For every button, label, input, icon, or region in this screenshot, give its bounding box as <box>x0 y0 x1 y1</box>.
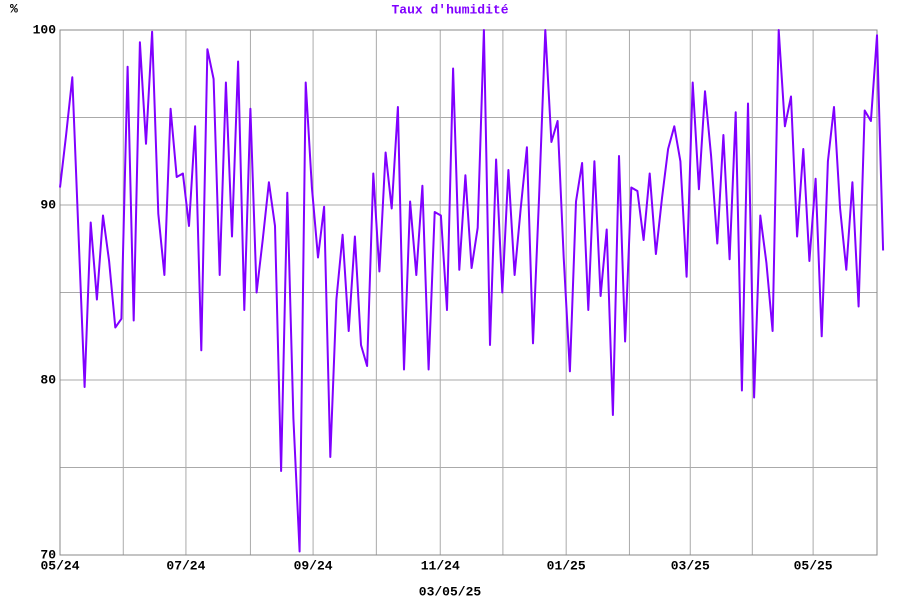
x-tick-label: 11/24 <box>421 558 460 573</box>
y-tick-label: 90 <box>40 197 56 212</box>
y-axis-label: % <box>10 1 18 16</box>
data-line <box>59 29 885 553</box>
y-tick-label: 70 <box>40 547 56 562</box>
x-axis-label: 03/05/25 <box>419 584 482 599</box>
x-tick-label: 07/24 <box>166 558 205 573</box>
x-tick-label: 09/24 <box>294 558 333 573</box>
x-tick-label: 05/24 <box>40 558 79 573</box>
chart-title: Taux d'humidité <box>391 2 508 17</box>
x-tick-label: 01/25 <box>547 558 586 573</box>
y-tick-label: 100 <box>33 22 57 37</box>
x-tick-label: 05/25 <box>794 558 833 573</box>
y-tick-label: 80 <box>40 372 56 387</box>
x-tick-label: 03/25 <box>671 558 710 573</box>
plot-frame <box>59 29 878 556</box>
